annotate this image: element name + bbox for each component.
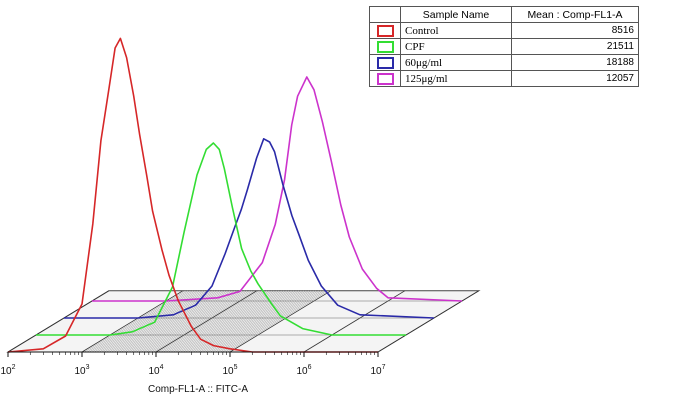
legend-swatch-icon	[376, 56, 394, 69]
x-tick-label: 102	[0, 364, 15, 377]
histogram-curves	[7, 37, 463, 353]
legend-sample-name: Control	[400, 22, 512, 39]
legend-header-sample-name: Sample Name	[400, 6, 512, 23]
legend-mean-value: 18188	[511, 54, 639, 71]
histogram-series-line	[64, 138, 435, 319]
x-tick-label: 105	[222, 364, 237, 377]
histogram-series-line	[92, 76, 463, 302]
legend-header-blank	[369, 6, 401, 23]
histogram-series-line	[36, 142, 406, 336]
perspective-floor	[6, 290, 481, 353]
legend-header-mean: Mean : Comp-FL1-A	[511, 6, 639, 23]
legend-swatch-icon	[376, 24, 394, 37]
legend-row: 60μg/ml 18188	[369, 54, 639, 71]
legend-mean-value: 8516	[511, 22, 639, 39]
x-tick-label: 104	[148, 364, 163, 377]
legend-swatch-icon	[376, 72, 394, 85]
legend-sample-name: CPF	[400, 38, 512, 55]
legend-swatch-icon	[376, 40, 394, 53]
legend-row: Control 8516	[369, 22, 639, 39]
legend-mean-value: 21511	[511, 38, 639, 55]
legend-row: 125μg/ml 12057	[369, 70, 639, 87]
legend-row: CPF 21511	[369, 38, 639, 55]
legend-table: Sample Name Mean : Comp-FL1-A Control 85…	[369, 6, 639, 87]
legend-sample-name: 60μg/ml	[400, 54, 512, 71]
legend-mean-value: 12057	[511, 70, 639, 87]
x-tick-label: 103	[74, 364, 89, 377]
x-tick-label: 106	[296, 364, 311, 377]
x-tick-label: 107	[370, 364, 385, 377]
histogram-series-line	[7, 37, 378, 353]
legend-sample-name: 125μg/ml	[400, 70, 512, 87]
x-axis-title: Comp-FL1-A :: FITC-A	[148, 384, 248, 395]
x-axis: 102 103 104 105 106 107	[0, 351, 386, 377]
legend-header-row: Sample Name Mean : Comp-FL1-A	[369, 6, 639, 23]
